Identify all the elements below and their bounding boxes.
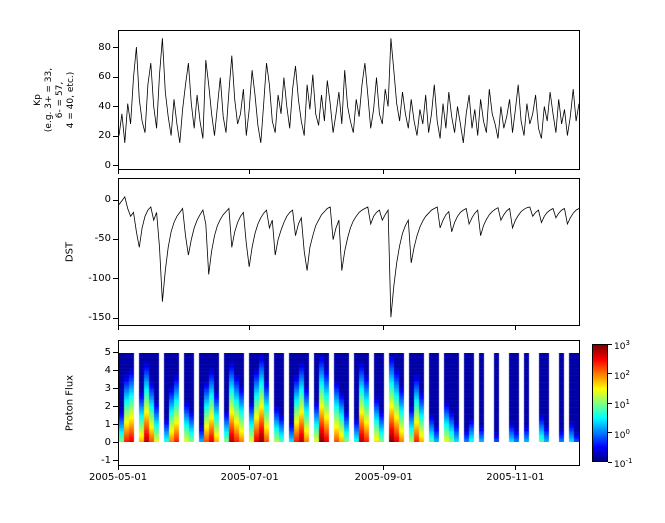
x-tick-mark [383, 170, 385, 174]
y-tick-mark [113, 47, 118, 49]
colorbar-tick-base: 10 [614, 401, 626, 411]
x-tick-mark [514, 170, 516, 174]
colorbar-tick-label: 10-1 [614, 455, 632, 471]
y-tick-label: 40 [98, 100, 111, 112]
colorbar-gradient [593, 345, 607, 461]
y-tick-label: 60 [98, 71, 111, 83]
x-tick-mark [117, 326, 119, 330]
x-tick-mark [383, 466, 385, 470]
kp-axis-label-line2: (e.g. 3+ = 33, [44, 67, 54, 133]
colorbar-tick-base: 10 [614, 371, 626, 382]
colorbar-tick-exponent: -1 [625, 457, 633, 465]
x-tick-label: 2005-11-01 [486, 472, 545, 483]
y-tick-mark [113, 352, 118, 354]
y-tick-mark [113, 106, 118, 108]
y-tick-label: -150 [88, 312, 111, 324]
dst-panel [118, 178, 580, 326]
kp-line-chart [119, 38, 579, 143]
y-tick-mark [113, 165, 118, 167]
x-tick-label: 2005-09-01 [354, 472, 413, 483]
y-tick-mark [113, 424, 118, 426]
colorbar-tick-label: 102 [614, 367, 630, 383]
x-tick-mark [249, 170, 251, 174]
y-tick-mark [113, 238, 118, 240]
colorbar-tick-exponent: 1 [625, 398, 630, 406]
colorbar-tick-label: 101 [614, 396, 630, 412]
x-tick-mark [383, 326, 385, 330]
x-tick-mark [117, 170, 119, 174]
x-tick-label: 2005-07-01 [220, 472, 279, 483]
kp-axis-label-line1: Kp [33, 94, 43, 106]
x-tick-mark [249, 326, 251, 330]
colorbar-tick-base: 10 [614, 460, 626, 470]
x-tick-label: 2005-05-01 [88, 472, 148, 483]
colorbar-tick-mark [608, 432, 612, 433]
flux-panel [118, 340, 580, 466]
y-tick-label: 20 [98, 130, 111, 142]
colorbar-tick-mark [608, 343, 612, 345]
colorbar-tick-mark [608, 373, 612, 374]
dst-line-chart [119, 195, 579, 318]
y-tick-label: 1 [104, 418, 111, 430]
y-tick-mark [113, 460, 118, 462]
colorbar-tick-exponent: 3 [625, 339, 630, 347]
x-tick-mark [514, 466, 516, 470]
colorbar-tick-mark [608, 402, 612, 404]
y-tick-label: 80 [98, 41, 111, 53]
colorbar-tick-label: 100 [614, 426, 630, 442]
y-tick-label: 5 [104, 346, 111, 358]
y-tick-label: 4 [104, 364, 111, 376]
y-tick-label: 3 [104, 382, 111, 394]
colorbar [592, 344, 608, 462]
x-tick-mark [249, 466, 251, 470]
y-tick-mark [113, 406, 118, 408]
y-tick-label: 2 [104, 400, 111, 412]
kp-index-line [119, 38, 579, 143]
y-tick-label: -1 [101, 454, 111, 466]
y-tick-mark [113, 135, 118, 137]
x-tick-mark [514, 326, 516, 330]
y-tick-mark [113, 317, 118, 319]
colorbar-tick-label: 103 [614, 337, 630, 353]
colorbar-tick-exponent: 0 [625, 427, 630, 436]
y-tick-mark [113, 388, 118, 390]
y-tick-mark [113, 370, 118, 372]
y-tick-label: 0 [104, 159, 111, 171]
y-tick-mark [113, 278, 118, 280]
colorbar-tick-base: 10 [614, 342, 626, 352]
y-tick-label: -100 [88, 272, 111, 284]
kp-panel [118, 30, 580, 170]
dst-index-line [119, 195, 579, 318]
y-tick-mark [113, 442, 118, 444]
proton-flux-spectrogram [119, 353, 579, 442]
colorbar-tick-base: 10 [614, 430, 626, 441]
y-tick-label: -50 [94, 233, 111, 245]
y-tick-mark [113, 76, 118, 78]
x-tick-mark [117, 466, 119, 470]
colorbar-tick-exponent: 2 [625, 368, 630, 377]
y-tick-label: 0 [104, 436, 111, 448]
y-tick-mark [113, 199, 118, 201]
y-tick-label: 0 [104, 194, 111, 206]
colorbar-tick-mark [608, 461, 612, 463]
